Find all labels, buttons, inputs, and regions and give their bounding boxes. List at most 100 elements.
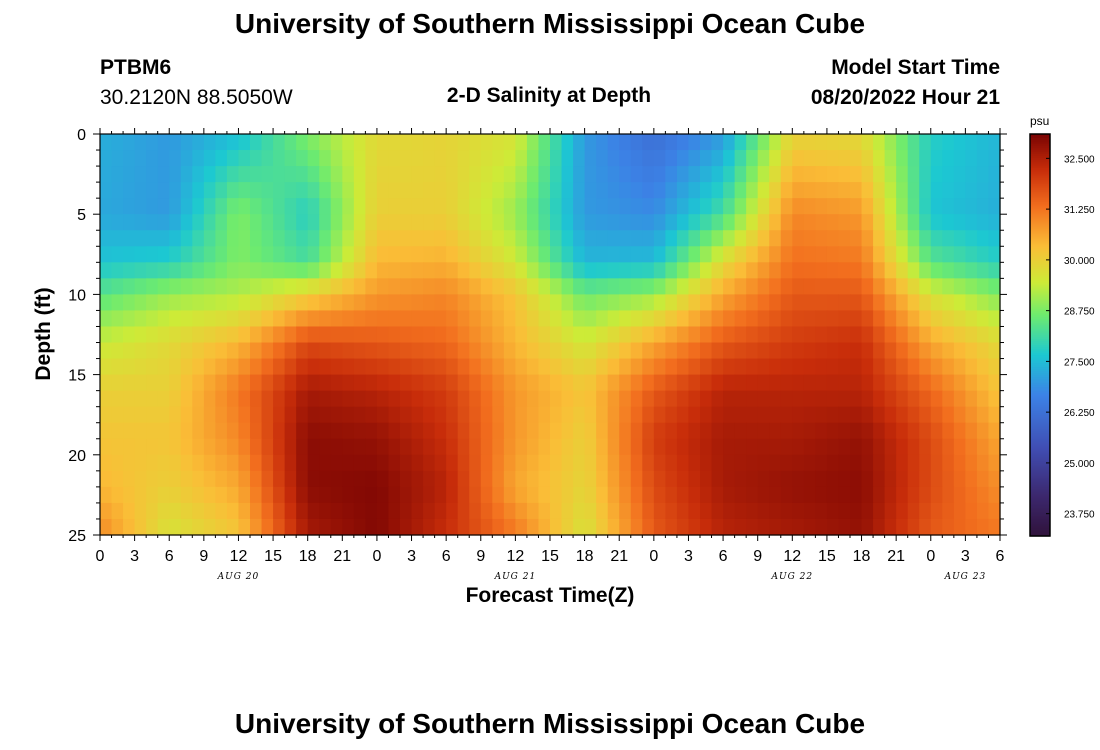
heatmap-cell [826,406,840,424]
heatmap-cell [342,310,355,328]
heatmap-cell [457,230,470,247]
heatmap-cell [457,326,470,344]
heatmap-cell [573,422,586,440]
colorbar-label: 32.500 [1064,154,1095,165]
heatmap-cell [596,182,609,199]
heatmap-cell [457,150,470,167]
heatmap-cell [134,246,147,263]
heatmap-cell [619,342,632,360]
heatmap-cell [215,438,228,456]
heatmap-cell [342,214,355,231]
heatmap-cell [607,502,620,520]
heatmap-cell [123,166,136,183]
heatmap-cell [388,134,401,151]
heatmap-cell [988,246,1001,263]
colorbar-segment [1030,433,1050,437]
heatmap-cell [434,502,447,520]
heatmap-cell [526,150,540,167]
heatmap-cell [515,214,528,231]
heatmap-cell [976,278,990,295]
heatmap-cell [584,406,597,424]
heatmap-cell [942,278,955,295]
heatmap-cell [157,518,170,536]
heatmap-cell [665,454,678,472]
colorbar-segment [1030,226,1050,230]
heatmap-cell [261,214,274,231]
heatmap-cell [653,438,666,456]
heatmap-cell [734,182,747,199]
heatmap-cell [780,230,793,247]
heatmap-cell [411,406,424,424]
heatmap-cell [907,486,920,504]
heatmap-cell [400,310,413,328]
heatmap-cell [111,198,124,215]
heatmap-cell [538,374,551,392]
heatmap-cell [192,294,205,312]
heatmap-cell [792,262,805,279]
heatmap-cell [734,150,747,167]
heatmap-cell [226,342,240,360]
heatmap-cell [826,198,840,215]
heatmap-cell [792,454,805,472]
heatmap-cell [919,502,932,520]
x-tick-label: 21 [610,548,628,565]
colorbar-segment [1030,411,1050,414]
x-date-label: AUG 22 [771,572,814,582]
heatmap-cell [861,278,874,295]
heatmap-cell [965,182,978,199]
heatmap-cell [330,166,343,183]
heatmap-cell [284,390,297,408]
heatmap-cell [873,422,886,440]
heatmap-cell [815,390,828,408]
heatmap-cell [988,390,1001,408]
heatmap-cell [930,342,943,360]
heatmap-cell [400,406,413,424]
heatmap-cell [723,230,736,247]
colorbar-segment [1030,152,1050,155]
heatmap-cell [561,390,574,408]
heatmap-cell [746,198,759,215]
heatmap-cell [896,310,909,328]
heatmap-cell [653,278,666,295]
heatmap-cell [342,342,355,360]
heatmap-cell [573,262,586,279]
heatmap-cell [630,518,643,536]
heatmap-cell [850,438,863,456]
heatmap-cell [861,422,874,440]
heatmap-cell [215,262,228,279]
x-tick-label: 3 [407,548,416,565]
heatmap-cell [757,406,770,424]
heatmap-cell [250,310,263,328]
heatmap-cell [953,214,966,231]
heatmap-cell [250,182,263,199]
heatmap-cell [446,294,459,312]
heatmap-cell [296,454,309,472]
heatmap-cell [446,438,459,456]
heatmap-cell [261,358,274,376]
heatmap-cell [850,182,863,199]
heatmap-cell [700,358,713,376]
heatmap-cell [365,278,378,295]
heatmap-cell [261,198,274,215]
heatmap-cell [988,166,1001,183]
heatmap-cell [515,198,528,215]
heatmap-cell [411,454,424,472]
heatmap-cell [988,518,1001,536]
heatmap-cell [700,438,713,456]
heatmap-cell [942,150,955,167]
heatmap-cell [896,166,909,183]
heatmap-cell [434,166,447,183]
heatmap-cell [515,150,528,167]
heatmap-cell [296,262,309,279]
heatmap-cell [111,214,124,231]
colorbar-segment [1030,425,1050,429]
heatmap-cell [988,262,1001,279]
heatmap-cell [838,246,851,263]
heatmap-cell [700,278,713,295]
heatmap-cell [953,454,966,472]
heatmap-cell [492,390,505,408]
heatmap-cell [307,454,320,472]
heatmap-cell [930,310,943,328]
heatmap-cell [480,134,493,151]
heatmap-cell [469,134,482,151]
